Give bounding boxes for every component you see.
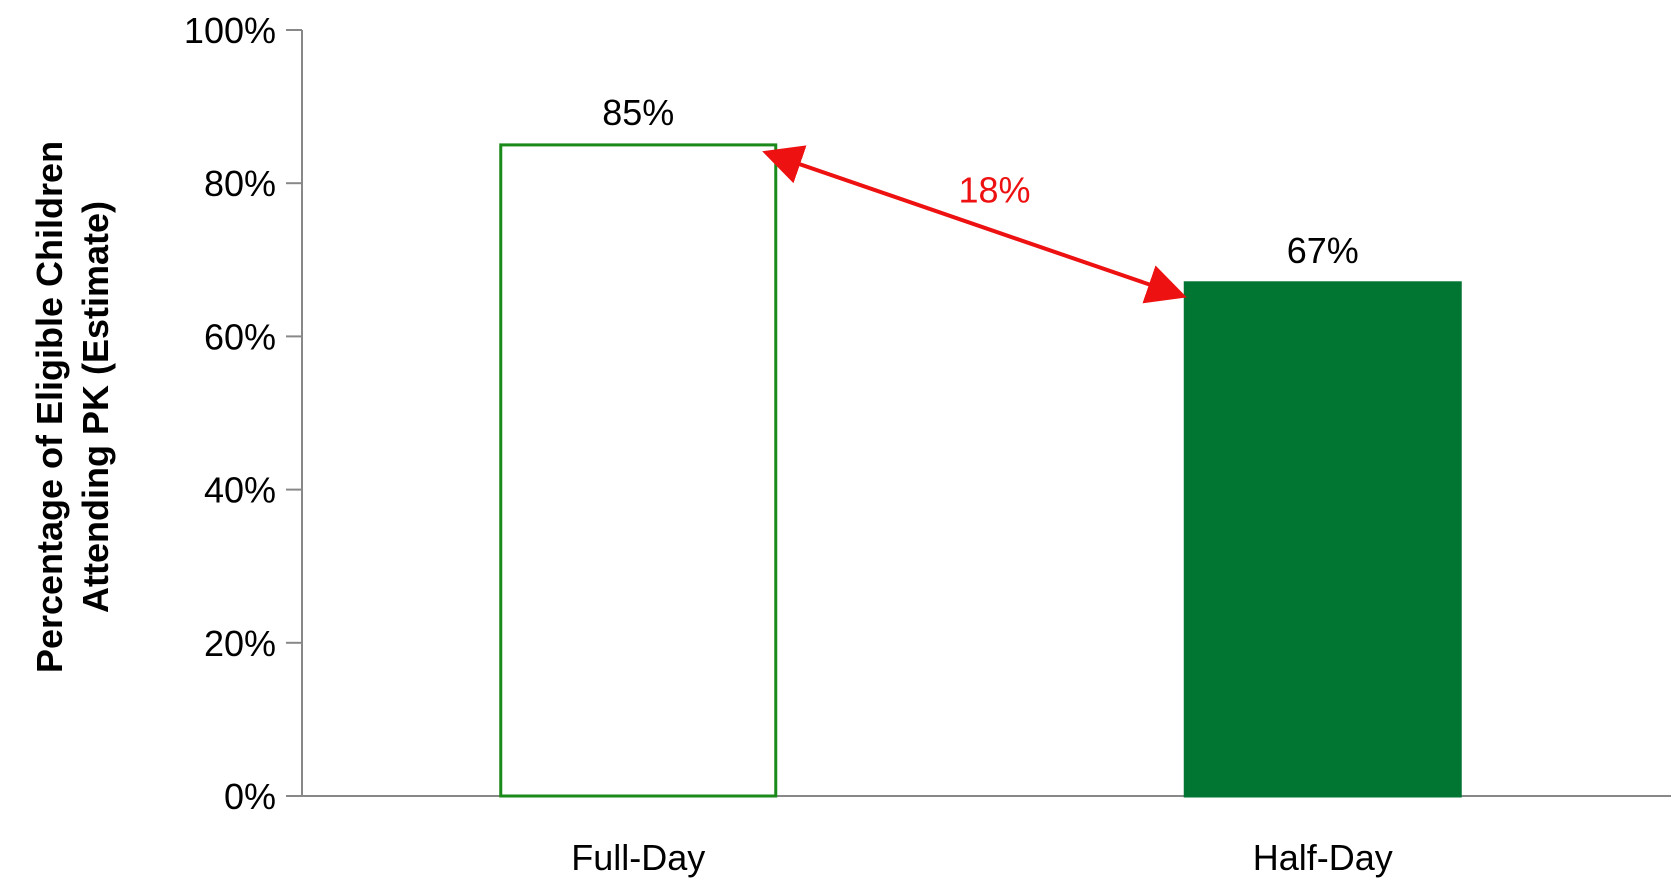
y-tick-label: 80%	[204, 163, 276, 204]
difference-label: 18%	[958, 169, 1030, 210]
y-tick-label: 40%	[204, 470, 276, 511]
axes: 0% 20% 40% 60% 80% 100%	[184, 10, 1671, 817]
y-axis-title-line-1: Percentage of Eligible Children	[29, 141, 70, 673]
data-label: 67%	[1287, 230, 1359, 271]
y-tick-label: 20%	[204, 623, 276, 664]
x-tick-label: Full-Day	[571, 837, 705, 878]
difference-arrow	[762, 145, 1187, 304]
bar	[499, 143, 778, 798]
y-tick-label: 0%	[224, 776, 276, 817]
y-tick-label: 100%	[184, 10, 276, 51]
data-label: 85%	[602, 92, 674, 133]
bars	[499, 143, 1462, 798]
bar	[1183, 281, 1462, 798]
labels: 85% Full-Day 67% Half-Day	[571, 92, 1393, 878]
y-axis-title-line-2: Attending PK (Estimate)	[75, 201, 116, 613]
difference-annotation: 18%	[762, 145, 1187, 304]
y-tick-label: 60%	[204, 316, 276, 357]
x-tick-label: Half-Day	[1253, 837, 1393, 878]
y-axis-title: Percentage of Eligible Children Attendin…	[29, 141, 116, 673]
